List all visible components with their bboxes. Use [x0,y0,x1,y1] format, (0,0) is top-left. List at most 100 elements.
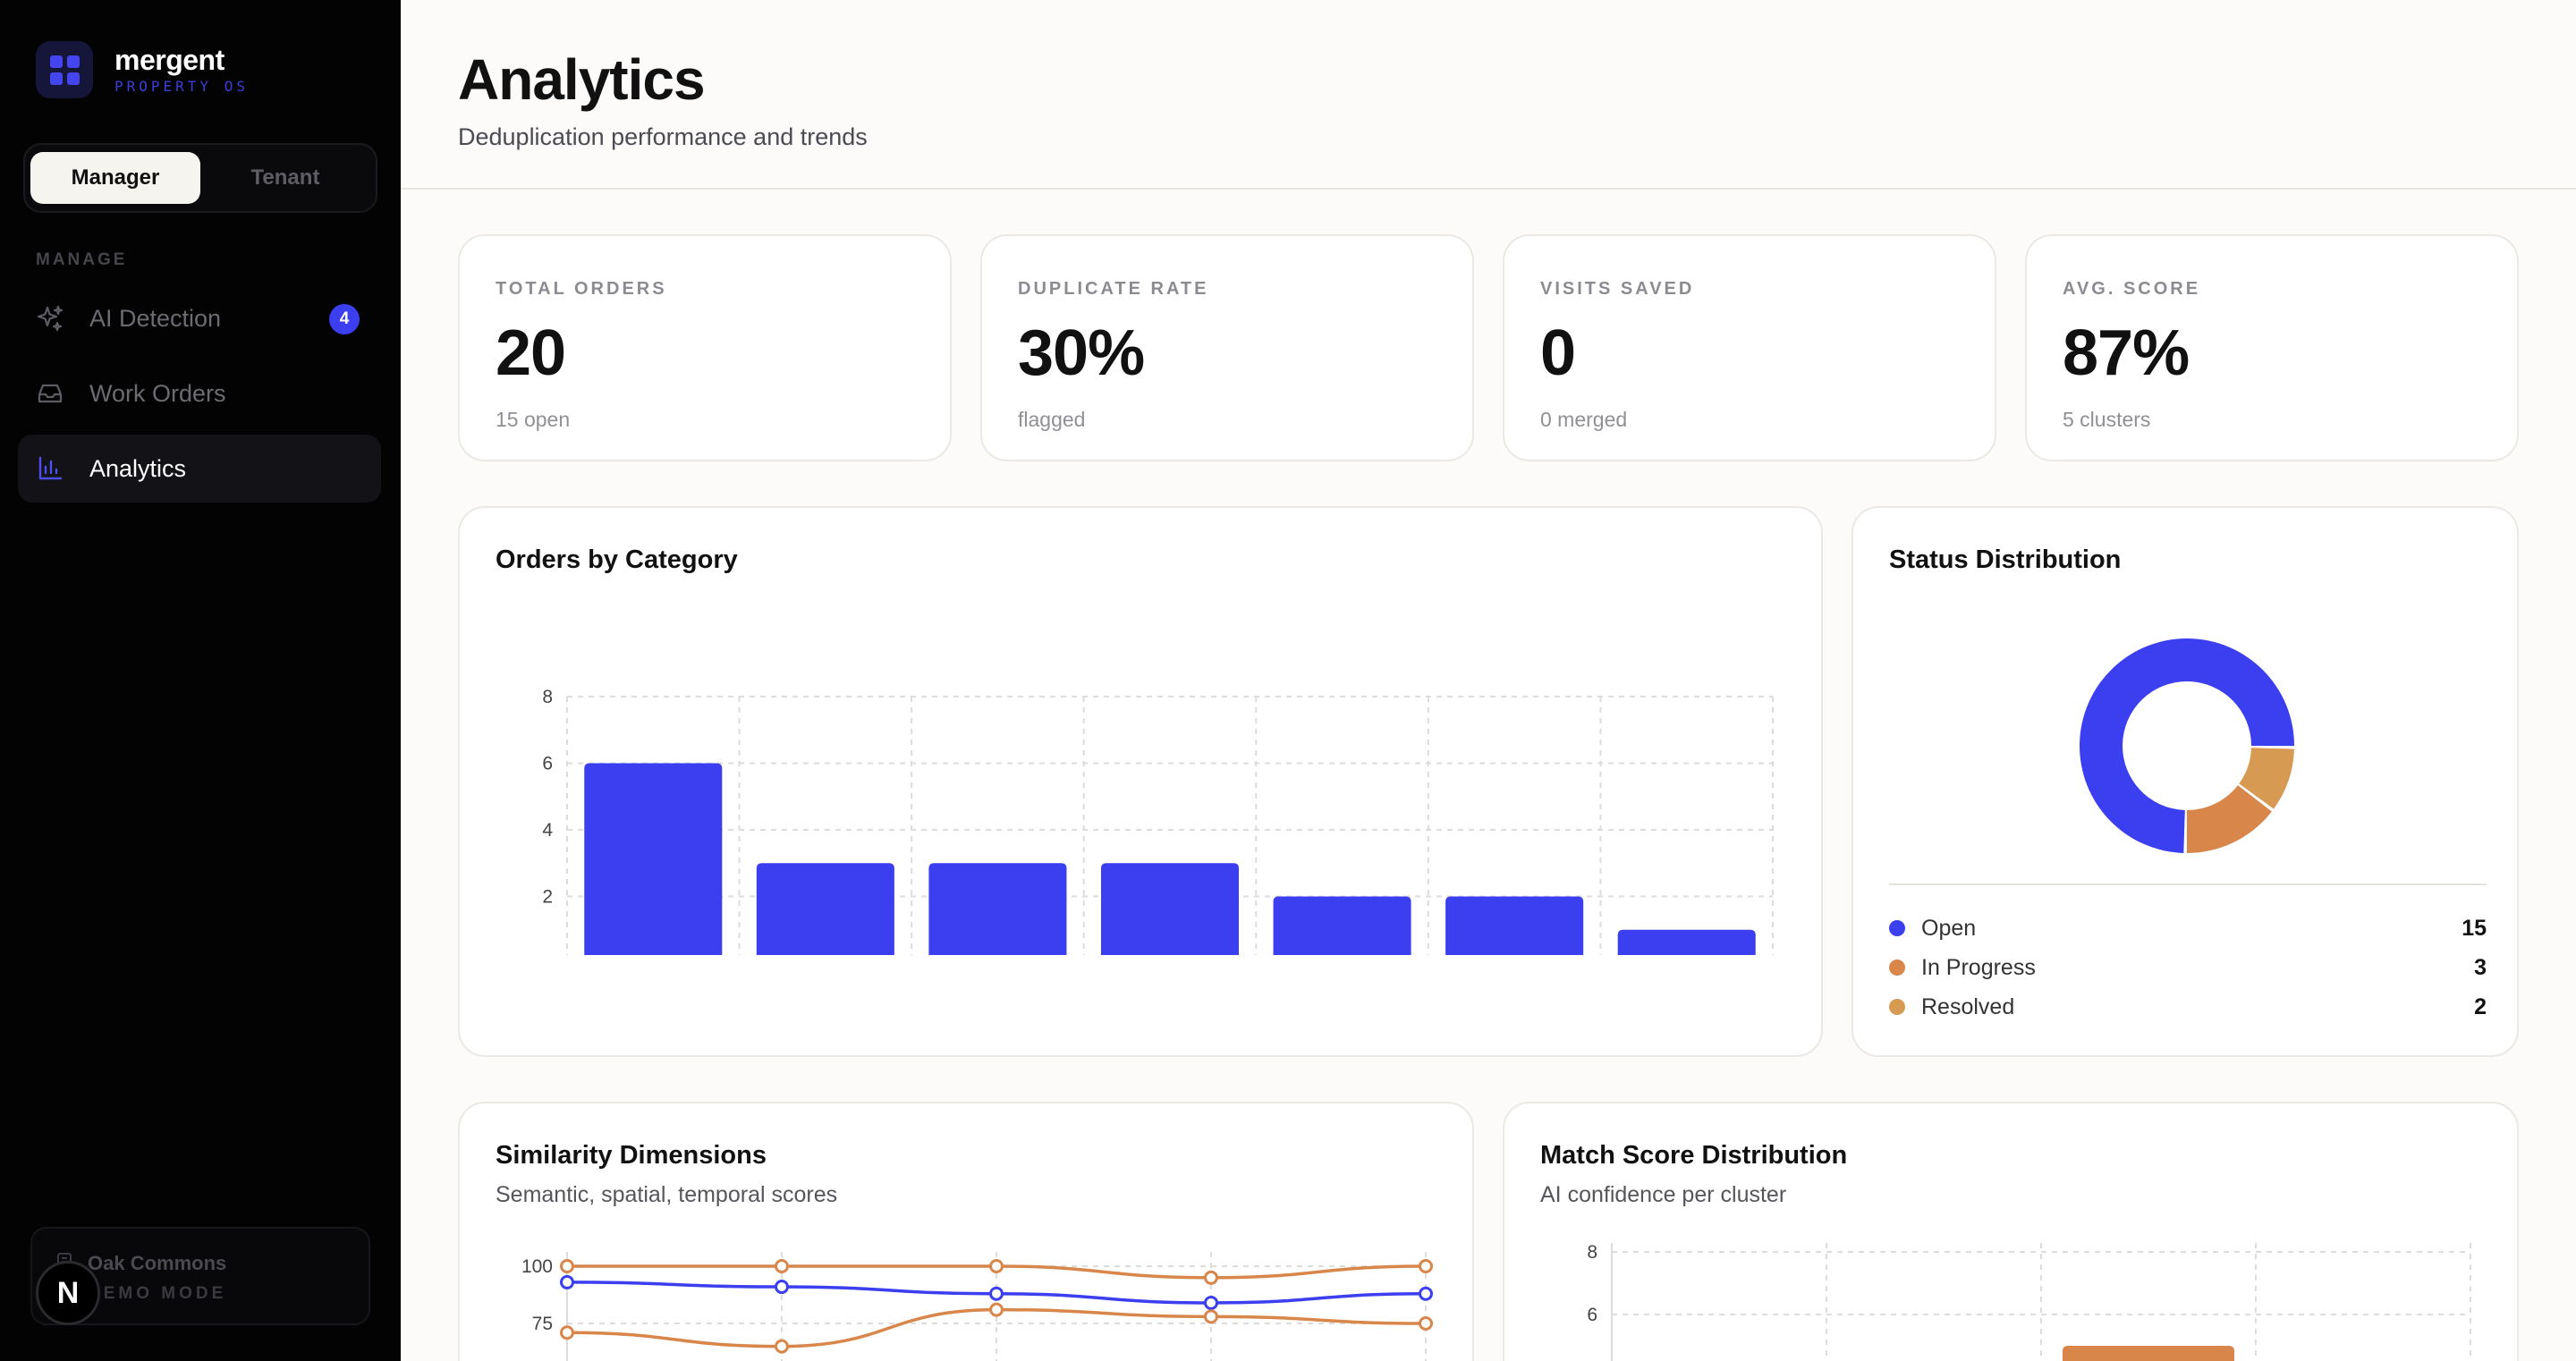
bar-common[interactable] [1100,863,1240,955]
stat-card-avg-score: AVG. SCORE 87% 5 clusters [2025,234,2519,461]
brand-name: mergent [114,43,225,76]
stat-label: DUPLICATE RATE [1018,279,1209,299]
stat-value: 30% [1018,317,1145,389]
sparkles-icon [36,304,64,333]
series-point[interactable] [1204,1309,1218,1324]
legend-item-in-progress: In Progress 3 [1889,948,2487,987]
page-subtitle: Deduplication performance and trends [458,123,868,150]
y-tick-label: 6 [1587,1305,1597,1325]
brand[interactable]: mergent PROPERTY OS [36,41,249,98]
stat-sub: 15 open [496,408,571,431]
sidebar-item-analytics[interactable]: Analytics [18,435,381,503]
card-title: Orders by Category [496,545,738,574]
sidebar-item-ai-detection[interactable]: AI Detection 4 [18,284,381,352]
orders-by-category-chart: 02468ApplianceHVACPlumbingCommonElectric… [542,687,1774,956]
match-score-card: Match Score Distribution AI confidence p… [1503,1102,2519,1361]
stat-sub: 0 merged [1540,408,1628,431]
series-point[interactable] [989,1286,1004,1301]
sidebar-item-work-orders[interactable]: Work Orders [18,359,381,427]
card-subtitle: Semantic, spatial, temporal scores [496,1182,838,1207]
status-legend: Open 15 In Progress 3 Resolved 2 [1889,909,2487,1027]
similarity-dimensions-card: Similarity Dimensions Semantic, spatial,… [458,1102,1474,1361]
orders-by-category-card: Orders by Category 02468ApplianceHVACPlu… [458,506,1823,1057]
mode-toggle: Manager Tenant [23,143,377,213]
section-label-manage: MANAGE [36,250,128,269]
y-tick-label: 6 [542,754,553,774]
property-name: Oak Commons [88,1252,227,1274]
stat-label: AVG. SCORE [2063,279,2201,299]
demo-mode-label: DEMO MODE [88,1284,227,1303]
legend-label: In Progress [1921,954,2036,980]
bar-pest[interactable] [1617,929,1756,955]
series-point[interactable] [1204,1270,1218,1285]
donut-slice-resolved[interactable] [2239,748,2294,809]
grid-logo-icon [36,41,93,98]
series-point[interactable] [775,1339,789,1354]
bar-structural[interactable] [1445,896,1584,956]
stat-card-duplicate-rate: DUPLICATE RATE 30% flagged [980,234,1474,461]
series-point[interactable] [1419,1286,1433,1301]
series-point[interactable] [1419,1316,1433,1331]
sidebar: mergent PROPERTY OS Manager Tenant MANAG… [0,0,401,1361]
y-tick-label: 0 [542,953,553,955]
series-point[interactable] [1204,1295,1218,1310]
card-title: Status Distribution [1889,545,2122,574]
bar-plumbing[interactable] [928,863,1067,955]
sidebar-nav: AI Detection 4 Work Orders Analy [18,284,381,510]
donut-slice-in-progress[interactable] [2186,785,2272,853]
series-point[interactable] [989,1302,1004,1317]
notification-badge: 4 [329,304,360,334]
bar-chart-icon [36,454,64,483]
legend-value: 15 [2462,915,2487,941]
stat-value: 0 [1540,317,1576,389]
series-point[interactable] [775,1280,789,1295]
tenant-toggle-button[interactable]: Tenant [250,165,320,190]
inbox-icon [36,379,64,408]
card-title: Similarity Dimensions [496,1141,767,1170]
page-title: Analytics [458,47,706,112]
brand-subtitle: PROPERTY OS [114,77,249,95]
bar-hvac[interactable] [756,863,894,955]
stat-card-visits-saved: VISITS SAVED 0 0 merged [1503,234,1996,461]
y-tick-label: 8 [542,687,553,707]
stat-value: 20 [496,317,566,389]
legend-value: 3 [2474,954,2487,980]
card-title: Match Score Distribution [1540,1141,1848,1170]
page-header: Analytics Deduplication performance and … [401,0,2576,190]
bar-electrical[interactable] [1273,896,1411,956]
card-subtitle: AI confidence per cluster [1540,1182,1787,1207]
y-tick-label: 4 [542,820,553,841]
stat-label: TOTAL ORDERS [496,279,667,299]
stat-value: 87% [2063,317,2190,389]
sidebar-item-label: AI Detection [89,304,222,332]
match-score-bar[interactable] [2063,1346,2234,1361]
status-distribution-card: Status Distribution Open 15 In Progress … [1852,506,2519,1057]
series-point[interactable] [560,1325,574,1340]
series-point[interactable] [1419,1259,1433,1273]
y-tick-label: 8 [1587,1242,1597,1263]
legend-item-resolved: Resolved 2 [1889,987,2487,1027]
series-point[interactable] [560,1259,574,1273]
stat-label: VISITS SAVED [1540,279,1695,299]
sidebar-item-label: Work Orders [89,379,226,407]
stat-sub: 5 clusters [2063,408,2151,431]
y-tick-label: 75 [532,1314,553,1334]
sidebar-item-label: Analytics [89,454,187,482]
legend-item-open: Open 15 [1889,909,2487,948]
legend-label: Resolved [1921,993,2015,1019]
series-point[interactable] [989,1259,1004,1273]
divider [1889,883,2487,885]
dev-tools-n-button[interactable]: N [36,1261,100,1325]
status-donut-chart [2080,638,2294,853]
legend-label: Open [1921,915,1977,941]
series-point[interactable] [775,1259,789,1273]
manager-toggle-button[interactable]: Manager [30,152,200,204]
donut-slice-open[interactable] [2080,638,2294,853]
legend-dot [1889,999,1905,1015]
series-point[interactable] [560,1274,574,1289]
legend-dot [1889,920,1905,936]
legend-value: 2 [2474,993,2487,1019]
y-tick-label: 2 [542,887,553,908]
match-score-chart: 68 [1587,1242,2471,1361]
bar-appliance[interactable] [584,763,723,956]
